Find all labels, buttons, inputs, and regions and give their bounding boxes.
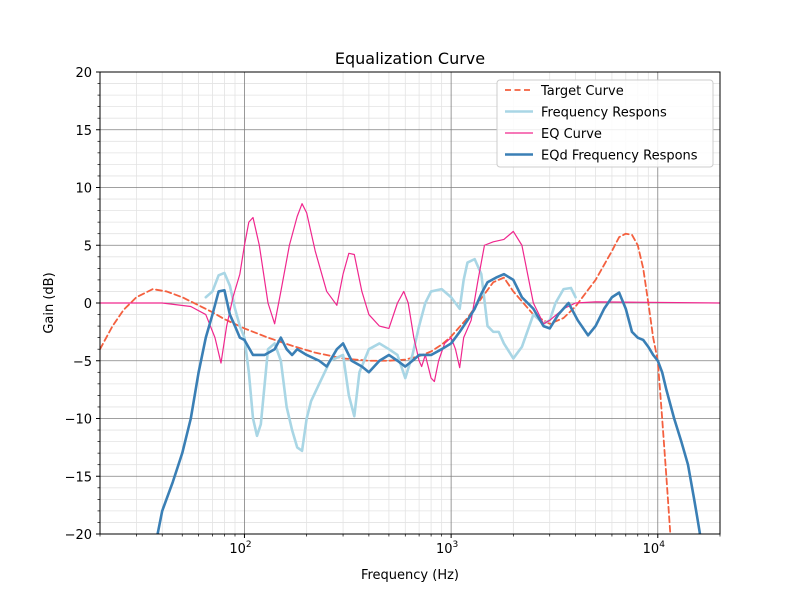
y-tick-label: −15 bbox=[65, 470, 92, 485]
y-tick-label: 10 bbox=[75, 182, 92, 197]
series-group bbox=[100, 203, 720, 534]
legend-box bbox=[496, 79, 714, 168]
y-axis: −20 −15 −10 −5 0 5 10 15 20 bbox=[65, 66, 100, 543]
series-line-3 bbox=[156, 272, 702, 534]
y-tick-label: −10 bbox=[65, 413, 92, 428]
y-tick-label: 5 bbox=[84, 239, 92, 254]
y-axis-label: Gain (dB) bbox=[42, 272, 57, 333]
x-tick-label: 104 bbox=[643, 540, 666, 557]
series-line-2 bbox=[100, 203, 720, 383]
y-tick-label: 15 bbox=[75, 124, 92, 139]
y-tick-label: 20 bbox=[75, 66, 92, 81]
legend-label-3: EQd Frequency Respons bbox=[541, 149, 698, 164]
x-tick-label: 103 bbox=[436, 540, 458, 557]
legend: Target Curve Frequency Respons EQ Curve EQd… bbox=[496, 79, 714, 168]
x-tick-label: 102 bbox=[229, 540, 251, 557]
y-tick-label: −5 bbox=[73, 355, 92, 370]
legend-label-2: EQ Curve bbox=[541, 127, 602, 142]
y-tick-label: 0 bbox=[84, 297, 92, 312]
series-line-0 bbox=[100, 232, 672, 534]
chart-title: Equalization Curve bbox=[335, 49, 485, 68]
legend-label-1: Frequency Respons bbox=[541, 106, 667, 121]
x-axis: 102 103 104 bbox=[99, 534, 721, 557]
legend-label-0: Target Curve bbox=[540, 84, 624, 99]
x-axis-label: Frequency (Hz) bbox=[361, 568, 459, 583]
series-line-1 bbox=[204, 257, 577, 453]
y-tick-label: −20 bbox=[65, 528, 92, 543]
